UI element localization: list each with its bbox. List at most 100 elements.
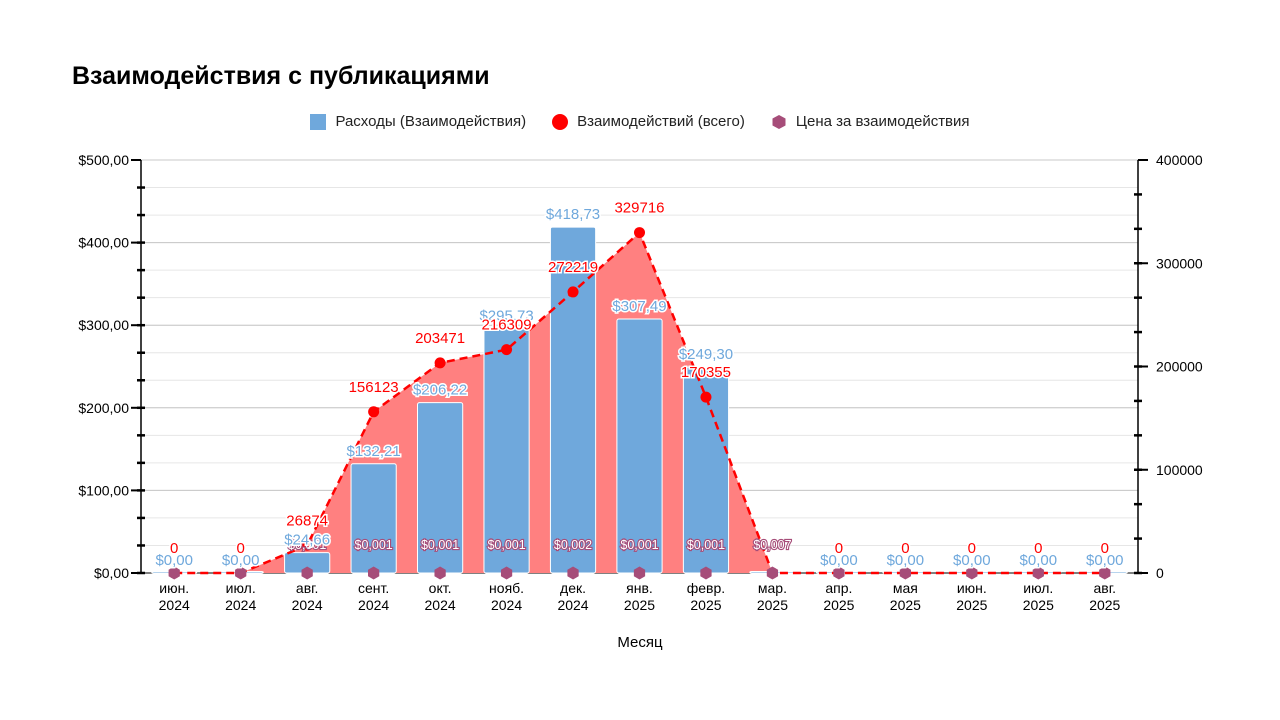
spend-data-label: $0,00 xyxy=(887,552,925,569)
x-tick-label-month: дек. xyxy=(560,580,586,596)
engagements-point xyxy=(700,391,712,403)
cost-marker xyxy=(168,566,180,580)
y-left-tick-label: $0,00 xyxy=(94,565,129,581)
legend-item-spend[interactable]: Расходы (Взаимодействия) xyxy=(310,113,526,130)
cost-data-label: $0,002 xyxy=(554,538,592,552)
y-left-tick-label: $500,00 xyxy=(78,152,129,168)
spend-data-label: $0,00 xyxy=(1020,552,1058,569)
engagements-point xyxy=(501,344,513,356)
y-right-tick-label: 200000 xyxy=(1156,359,1203,375)
engagements-data-label: 0 xyxy=(237,540,245,557)
x-tick-label-year: 2025 xyxy=(1023,597,1054,613)
engagements-data-label: 0 xyxy=(835,540,843,557)
cost-data-label: $0,001 xyxy=(421,538,459,552)
spend-data-label: $0,00 xyxy=(820,552,858,569)
x-tick-label-year: 2025 xyxy=(1089,597,1120,613)
cost-data-label: $0,001 xyxy=(687,538,725,552)
spend-data-label: $307,49 xyxy=(612,298,666,315)
x-tick-label-year: 2024 xyxy=(159,597,190,613)
x-tick-label-month: февр. xyxy=(687,580,725,596)
engagements-data-label: 0 xyxy=(1034,540,1042,557)
engagements-data-label: 26874 xyxy=(286,512,328,529)
cost-data-label: $0,007 xyxy=(753,538,791,552)
engagements-data-label: 0 xyxy=(968,540,976,557)
engagements-point xyxy=(368,406,380,418)
x-tick-label-year: 2025 xyxy=(690,597,721,613)
spend-data-label: $0,00 xyxy=(953,552,991,569)
x-tick-label-month: авг. xyxy=(296,580,319,596)
cost-data-label: $0,001 xyxy=(288,538,326,552)
cost-marker xyxy=(567,566,579,580)
x-tick-label-year: 2025 xyxy=(624,597,655,613)
cost-data-label: $0,001 xyxy=(620,538,658,552)
cost-marker xyxy=(301,566,313,580)
x-tick-label-month: мар. xyxy=(758,580,787,596)
cost-marker xyxy=(899,566,911,580)
x-tick-label-month: июн. xyxy=(159,580,189,596)
engagements-data-label: 272219 xyxy=(548,259,598,276)
x-axis-title: Месяц xyxy=(617,634,663,651)
cost-marker xyxy=(700,566,712,580)
x-tick-label-month: июл. xyxy=(1023,580,1053,596)
x-tick-label-year: 2025 xyxy=(823,597,854,613)
engagements-data-label: 216309 xyxy=(482,317,532,334)
x-tick-label-month: июн. xyxy=(957,580,987,596)
engagements-data-label: 156123 xyxy=(349,379,399,396)
x-tick-label-year: 2024 xyxy=(225,597,256,613)
engagements-point xyxy=(434,357,446,369)
engagements-data-label: 0 xyxy=(1101,540,1109,557)
cost-marker xyxy=(500,566,513,580)
x-tick-label-month: июл. xyxy=(226,580,256,596)
spend-data-label: $418,73 xyxy=(546,206,600,223)
legend-spend-label: Расходы (Взаимодействия) xyxy=(335,113,527,130)
engagements-data-label: 0 xyxy=(901,540,909,557)
spend-data-label: $0,00 xyxy=(222,552,260,569)
x-tick-label-year: 2024 xyxy=(292,597,323,613)
engagements-data-label: 0 xyxy=(170,540,178,557)
spend-bar xyxy=(350,463,397,574)
engagements-data-label: 170355 xyxy=(681,364,731,381)
cost-data-label: $0,001 xyxy=(355,538,393,552)
cost-marker xyxy=(1032,566,1044,580)
cost-marker xyxy=(833,566,845,580)
y-left-tick-label: $300,00 xyxy=(78,317,129,333)
x-tick-label-month: авг. xyxy=(1094,580,1117,596)
spend-bar xyxy=(483,328,530,574)
x-tick-label-month: мая xyxy=(893,580,918,596)
cost-data-label: $0,001 xyxy=(487,538,525,552)
x-tick-label-month: янв. xyxy=(626,580,653,596)
legend-spend-swatch-icon xyxy=(310,113,327,130)
cost-marker xyxy=(1099,566,1111,580)
engagements-point xyxy=(634,227,645,239)
spend-data-label: $295,73 xyxy=(479,308,533,325)
y-left-tick-label: $400,00 xyxy=(78,235,129,251)
spend-bar xyxy=(616,318,663,574)
x-tick-label-month: сент. xyxy=(358,580,389,596)
spend-data-label: $249,30 xyxy=(679,346,733,363)
y-left-tick-label: $200,00 xyxy=(78,400,129,416)
cost-marker xyxy=(434,566,446,580)
spend-data-label: $206,22 xyxy=(413,382,467,399)
x-tick-label-month: апр. xyxy=(825,580,852,596)
cost-marker xyxy=(966,566,978,580)
y-right-tick-label: 0 xyxy=(1156,565,1164,581)
x-tick-label-year: 2024 xyxy=(425,597,456,613)
cost-marker xyxy=(633,566,646,580)
x-tick-label-year: 2025 xyxy=(890,597,921,613)
legend-item-cost[interactable]: Цена за взаимодействия xyxy=(771,113,970,130)
legend-cost-label: Цена за взаимодействия xyxy=(795,113,970,130)
legend-item-engagements[interactable]: Взаимодействий (всего) xyxy=(552,113,745,130)
y-right-tick-label: 100000 xyxy=(1156,462,1203,478)
x-tick-label-year: 2024 xyxy=(491,597,522,613)
legend: Расходы (Взаимодействия) Взаимодействий … xyxy=(0,113,1280,130)
x-tick-label-year: 2024 xyxy=(358,597,389,613)
y-right-tick-label: 400000 xyxy=(1156,152,1203,168)
legend-engagements-label: Взаимодействий (всего) xyxy=(577,113,745,130)
spend-data-label: $0,00 xyxy=(1086,552,1124,569)
engagements-data-label: 329716 xyxy=(614,200,664,217)
x-tick-label-year: 2025 xyxy=(956,597,987,613)
cost-marker xyxy=(368,566,380,580)
y-right-tick-label: 300000 xyxy=(1156,255,1203,271)
spend-data-label: $24,66 xyxy=(284,532,330,549)
